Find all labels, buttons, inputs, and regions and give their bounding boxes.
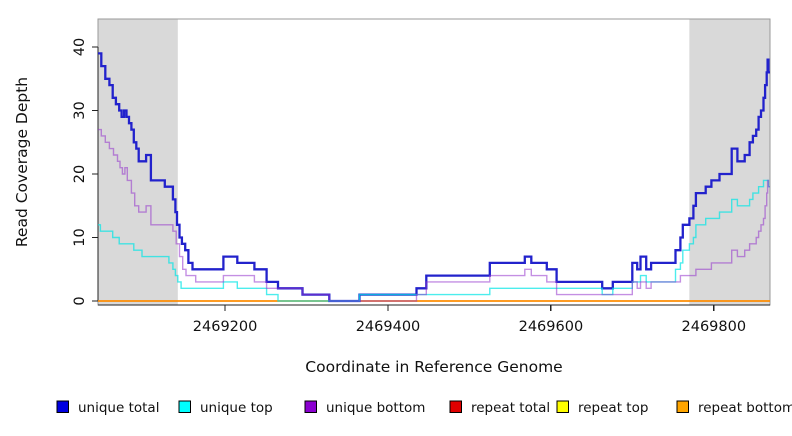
legend-swatch xyxy=(449,400,462,413)
legend-swatch xyxy=(556,400,569,413)
masked-region-right xyxy=(689,19,770,305)
axis-ticks: 2469200 2469400 2469600 2469800 0 10 20 30 40 xyxy=(72,38,746,335)
x-tick-label: 2469400 xyxy=(356,319,421,335)
legend-item-repeat-total: repeat total xyxy=(449,400,550,416)
series-unique-total xyxy=(98,52,770,303)
series-lines xyxy=(98,52,770,303)
legend-swatch xyxy=(178,400,191,413)
legend-swatch xyxy=(56,400,69,413)
x-tick-label: 2469600 xyxy=(519,319,584,335)
y-tick-label: 30 xyxy=(72,101,88,119)
legend: unique total unique top unique bottom repea… xyxy=(56,400,792,416)
legend-item-repeat-top: repeat top xyxy=(556,400,648,416)
legend-label: repeat total xyxy=(471,400,550,416)
series-unique-bottom xyxy=(98,128,770,302)
y-tick-label: 10 xyxy=(72,228,88,246)
y-tick-label: 20 xyxy=(72,165,88,183)
legend-item-unique-total: unique total xyxy=(56,400,159,416)
legend-item-repeat-bottom: repeat bottom xyxy=(676,400,792,416)
legend-swatch xyxy=(304,400,317,413)
x-axis-label: Coordinate in Reference Genome xyxy=(305,358,562,376)
legend-swatch xyxy=(676,400,689,413)
x-tick-label: 2469800 xyxy=(682,319,747,335)
legend-label: unique top xyxy=(200,400,273,416)
legend-item-unique-bottom: unique bottom xyxy=(304,400,425,416)
legend-label: repeat top xyxy=(578,400,648,416)
y-tick-label: 40 xyxy=(72,38,88,56)
legend-label: unique bottom xyxy=(326,400,425,416)
series-unique-top xyxy=(98,179,770,302)
legend-label: repeat bottom xyxy=(698,400,792,416)
y-axis-label: Read Coverage Depth xyxy=(13,77,31,247)
x-tick-label: 2469200 xyxy=(193,319,258,335)
masked-regions xyxy=(98,19,770,305)
y-tick-label: 0 xyxy=(72,296,88,305)
legend-label: unique total xyxy=(78,400,159,416)
legend-item-unique-top: unique top xyxy=(178,400,273,416)
